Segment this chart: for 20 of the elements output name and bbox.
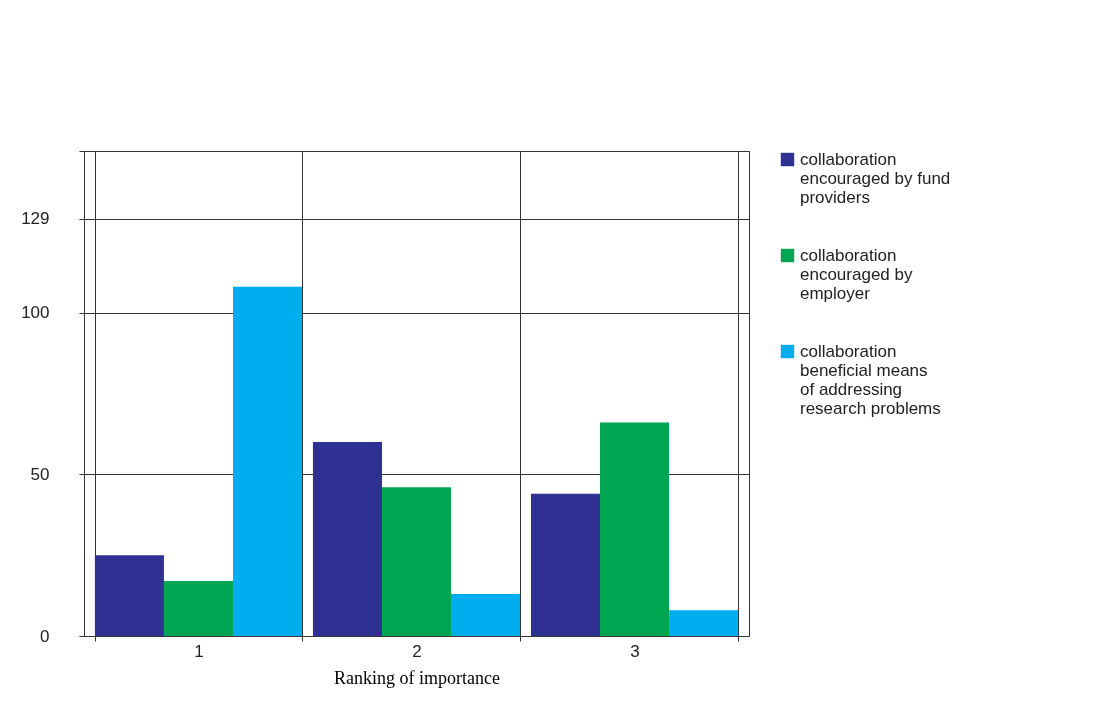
legend-label: collaboration beneficial means of addressing research problems xyxy=(800,341,941,418)
bar xyxy=(232,286,303,636)
bar xyxy=(312,442,382,636)
bar xyxy=(530,493,601,636)
y-tick-label: 0 xyxy=(40,626,50,646)
bar xyxy=(669,610,739,636)
x-axis-title: Ranking of importance xyxy=(334,667,500,688)
legend-label: collaboration encouraged by employer xyxy=(800,245,913,303)
legend-label: collaboration encouraged by fund providers xyxy=(800,149,951,207)
bar xyxy=(381,487,452,636)
bar xyxy=(451,593,521,636)
bar xyxy=(163,581,233,636)
y-tick-label: 100 xyxy=(21,303,50,323)
x-tick-label: 3 xyxy=(630,641,640,661)
bar xyxy=(94,555,164,636)
x-tick-label: 1 xyxy=(194,641,204,661)
x-tick-label: 2 xyxy=(412,641,422,661)
y-tick-label: 129 xyxy=(21,209,50,229)
bar xyxy=(600,422,670,636)
y-tick-label: 50 xyxy=(30,464,50,484)
